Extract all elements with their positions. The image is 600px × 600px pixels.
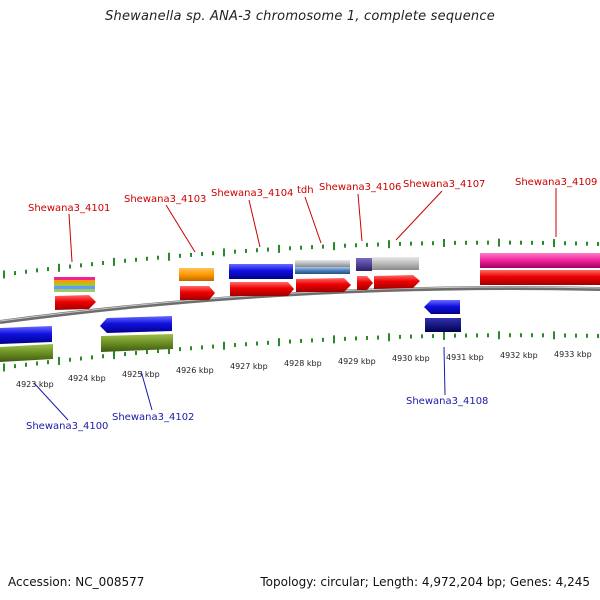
feature-bar [372,257,419,270]
gene-label-Shewana3_4108[interactable]: Shewana3_4108 [406,396,488,407]
gene-label-Shewana3_4100[interactable]: Shewana3_4100 [26,421,108,432]
feature-bar [356,258,372,271]
forward-leaders [68,188,557,263]
gene-label-Shewana3_4107[interactable]: Shewana3_4107 [403,179,485,190]
feature-bar [425,318,461,332]
gene-bar [480,270,600,285]
gene-Shewana3_4109[interactable] [480,253,600,285]
scale-label: 4933 kbp [554,350,592,359]
gene-Shewana3_4107[interactable] [372,257,420,289]
gene-arrow [374,275,420,289]
feature-bar [295,267,350,274]
feature-bar [295,260,350,267]
scale-label: 4931 kbp [446,353,484,362]
accession-label: Accession: NC_008577 [8,575,145,589]
gene-Shewana3_4102[interactable] [100,316,173,352]
gene-arrow [424,300,460,314]
feature-bar [54,277,95,280]
gene-Shewana3_4108[interactable] [424,300,461,332]
chromosome-backbone-highlight [0,286,600,322]
scale-label: 4928 kbp [284,359,322,368]
feature-bar [54,286,95,289]
gene-Shewana3_4103[interactable] [179,268,215,300]
gene-Shewana3_4100[interactable] [0,326,53,362]
gene-tdh[interactable] [295,260,351,292]
scale-label: 4927 kbp [230,362,268,371]
feature-bar [101,334,173,352]
feature-bar [480,253,600,268]
gene-arrow [180,286,215,300]
feature-bar [54,289,95,292]
gene-arrow [55,295,96,310]
gene-Shewana3_4101[interactable] [54,277,96,310]
gene-Shewana3_4106[interactable] [356,258,373,290]
reverse-tick-track [3,331,599,372]
scale-label: 4929 kbp [338,357,376,366]
scale-label: 4930 kbp [392,354,430,363]
chromosome-backbone [0,285,600,324]
gene-label-Shewana3_4104[interactable]: Shewana3_4104 [211,188,293,199]
gene-label-tdh[interactable]: tdh [297,185,314,196]
gene-arrow [357,276,373,290]
feature-bar [0,344,53,362]
gene-label-Shewana3_4109[interactable]: Shewana3_4109 [515,177,597,188]
gene-Shewana3_4104[interactable] [229,264,294,296]
scale-label: 4925 kbp [122,370,160,379]
feature-bar [54,280,95,283]
reverse-leaders [33,346,446,421]
gene-label-Shewana3_4103[interactable]: Shewana3_4103 [124,194,206,205]
gene-label-Shewana3_4102[interactable]: Shewana3_4102 [112,412,194,423]
gene-arrow [0,326,52,344]
scale-label: 4926 kbp [176,366,214,375]
gene-arrow [100,316,172,333]
gene-arrow [230,282,294,296]
map-title: Shewanella sp. ANA-3 chromosome 1, compl… [105,9,495,24]
feature-bar [179,268,214,281]
scale-label: 4924 kbp [68,374,106,383]
gene-label-Shewana3_4106[interactable]: Shewana3_4106 [319,182,401,193]
scale-label: 4932 kbp [500,351,538,360]
forward-tick-track [3,238,599,279]
feature-bar [229,264,293,279]
gene-arrow [296,278,351,292]
genome-summary: Topology: circular; Length: 4,972,204 bp… [260,575,590,589]
gene-label-Shewana3_4101[interactable]: Shewana3_4101 [28,203,110,214]
feature-bar [54,283,95,286]
